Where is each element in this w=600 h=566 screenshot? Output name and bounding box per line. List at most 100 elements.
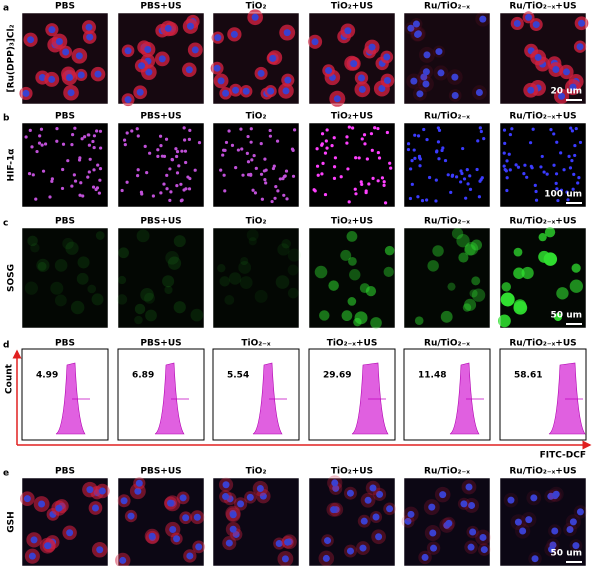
cell: [254, 289, 268, 303]
cell: [95, 129, 99, 133]
cell: [562, 168, 566, 172]
cell: [349, 269, 361, 281]
cell: [287, 287, 299, 299]
cell: [81, 194, 85, 198]
panel-image: [499, 477, 588, 566]
cell: [373, 126, 377, 130]
column-title: Ru/TiO₂₋ₓ+US: [509, 217, 576, 227]
column-title: PBS: [55, 339, 75, 349]
nucleus: [67, 89, 75, 97]
cell: [253, 191, 258, 195]
nucleus: [519, 527, 527, 535]
panel-image: 6.89: [117, 348, 205, 441]
cell: [61, 142, 66, 146]
image-background: [404, 123, 490, 207]
nucleus: [468, 501, 476, 509]
cell: [354, 192, 358, 196]
cell: [508, 132, 512, 137]
cell: [523, 163, 527, 167]
nucleus: [214, 34, 222, 42]
nucleus: [322, 554, 330, 562]
cell: [332, 136, 336, 140]
cell: [164, 137, 169, 141]
cell: [434, 178, 438, 182]
cell: [70, 300, 85, 315]
cell: [346, 230, 358, 242]
cell: [369, 132, 374, 136]
cell: [287, 248, 301, 262]
image-clip: [117, 477, 205, 566]
cell: [345, 135, 349, 139]
cell: [272, 164, 276, 168]
nucleus: [75, 52, 83, 60]
cell: [245, 151, 249, 155]
cell: [345, 141, 349, 145]
cell: [333, 156, 338, 160]
cell: [78, 193, 82, 197]
nucleus: [451, 91, 459, 99]
nucleus: [257, 69, 265, 77]
cell: [459, 169, 463, 173]
cell: [197, 141, 202, 145]
nucleus: [232, 530, 240, 538]
cell: [573, 153, 577, 158]
nucleus: [324, 537, 332, 545]
cell: [410, 159, 414, 163]
cell: [332, 176, 337, 180]
cell: [41, 169, 46, 173]
cell: [219, 276, 230, 287]
cell: [461, 146, 465, 151]
cell: [164, 285, 173, 295]
cell: [443, 158, 448, 163]
cell: [552, 132, 556, 136]
cell: [268, 128, 272, 133]
nucleus: [269, 54, 277, 62]
cell: [50, 177, 54, 181]
nucleus: [507, 496, 515, 504]
cell: [531, 127, 535, 131]
nucleus: [96, 546, 104, 554]
nucleus: [412, 20, 420, 28]
nucleus: [124, 47, 132, 55]
row-label: SOSG: [7, 264, 17, 292]
image-background: [404, 228, 490, 328]
column-title: PBS: [55, 112, 75, 122]
column-title: Ru/TiO₂₋ₓ: [424, 467, 470, 477]
cell: [565, 190, 569, 194]
panel-image: [212, 227, 301, 329]
nucleus: [383, 53, 391, 61]
nucleus: [195, 543, 203, 551]
cell: [169, 190, 173, 194]
cell: [376, 126, 380, 131]
panel-image: [403, 227, 491, 329]
nucleus: [410, 77, 418, 85]
cell: [77, 256, 90, 269]
cell: [73, 126, 77, 130]
value-label: 6.89: [132, 371, 154, 381]
cell: [513, 299, 527, 312]
column-title: TiO₂+US: [331, 217, 373, 227]
nucleus: [420, 73, 428, 81]
cell: [72, 173, 76, 177]
cell: [241, 173, 245, 177]
nucleus: [532, 21, 540, 29]
cell: [30, 145, 34, 149]
cell: [533, 183, 537, 187]
cell: [477, 195, 481, 199]
nucleus: [357, 74, 365, 82]
nucleus: [30, 536, 38, 544]
panel-image: [499, 122, 587, 208]
nucleus: [127, 512, 135, 520]
cell: [359, 180, 363, 184]
cell: [187, 187, 192, 191]
cell: [168, 167, 172, 171]
cell: [365, 157, 369, 161]
cell: [510, 127, 514, 131]
cell: [516, 165, 521, 169]
cell: [259, 141, 263, 146]
cell: [521, 266, 534, 280]
cell: [566, 198, 570, 202]
cell: [559, 151, 563, 155]
image-clip: [21, 227, 109, 329]
cell: [162, 182, 166, 186]
